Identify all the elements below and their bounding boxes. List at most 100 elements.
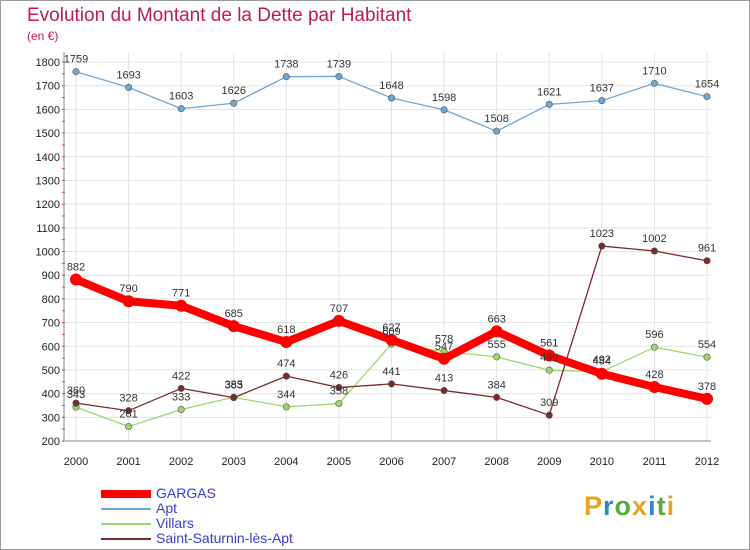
data-label: 618 [277,324,295,336]
y-tick-label: 1100 [36,223,60,235]
data-label: 707 [330,303,348,315]
data-point [332,314,345,327]
data-point [70,273,82,286]
data-label: 422 [172,370,190,382]
data-point [282,73,290,81]
y-tick-label: 1600 [36,104,60,116]
data-label: 1759 [64,54,88,66]
logo-letter: t [656,491,667,521]
y-tick-label: 600 [42,341,60,353]
y-tick-label: 1000 [36,247,60,259]
data-label: 360 [67,385,85,397]
data-label: 1603 [169,91,193,103]
data-point [490,325,503,338]
data-label: 882 [67,261,85,273]
data-label: 578 [435,333,453,345]
y-tick-label: 1800 [36,57,60,69]
data-point [440,387,448,395]
data-label: 1637 [590,83,614,95]
logo-letter: r [603,491,615,521]
data-point [387,94,395,102]
x-tick-label: 2009 [537,456,561,468]
x-tick-label: 2007 [432,456,456,468]
data-label: 1002 [642,233,666,245]
logo-letter: i [648,491,657,521]
data-point [122,295,135,308]
data-point [177,105,185,113]
data-point [282,403,290,411]
data-point [493,393,501,401]
x-tick-label: 2003 [222,456,246,468]
data-point [595,367,608,380]
data-label: 627 [382,322,400,334]
y-tick-label: 1500 [36,128,60,140]
plot-area [64,52,711,441]
data-point [387,380,395,388]
data-point [545,411,553,419]
data-point [72,399,80,407]
data-label: 663 [487,313,505,325]
data-point [493,127,501,135]
legend-swatch [101,508,151,510]
data-point [701,392,713,405]
data-point [598,97,606,105]
data-point [543,349,556,362]
data-label: 1710 [642,65,666,77]
data-label: 771 [172,288,190,300]
data-label: 328 [119,393,137,405]
legend-swatch [101,538,151,540]
data-point [125,423,133,431]
data-label: 441 [382,366,400,378]
data-point [335,383,343,391]
data-label: 261 [119,409,137,421]
data-label: 685 [225,308,243,320]
data-point [282,372,290,380]
data-label: 1598 [432,92,456,104]
data-point [72,68,80,76]
data-point [650,343,658,351]
data-label: 426 [330,369,348,381]
data-label: 1648 [379,80,403,92]
data-label: 1023 [590,228,614,240]
data-point [125,407,133,415]
data-label: 790 [119,283,137,295]
legend-label: Apt [156,500,178,516]
data-point [703,353,711,361]
logo-letter: o [614,491,633,521]
y-tick-label: 200 [42,436,60,448]
x-tick-label: 2006 [379,456,403,468]
legend-label: GARGAS [156,485,216,501]
data-label: 378 [698,381,716,393]
data-label: 1739 [327,58,351,70]
data-label: 1621 [537,86,561,98]
data-label: 555 [487,339,505,351]
data-label: 596 [645,329,663,341]
data-label: 492 [593,354,611,366]
data-label: 1654 [695,79,719,91]
data-point [703,93,711,101]
x-tick-label: 2010 [590,456,614,468]
legend-label: Villars [156,515,194,531]
y-tick-label: 1200 [36,199,60,211]
data-label: 358 [330,386,348,398]
data-label: 333 [172,391,190,403]
data-label: 384 [487,379,505,391]
data-label: 385 [225,379,243,391]
data-label: 413 [435,373,453,385]
data-label: 609 [382,326,400,338]
data-label: 309 [540,397,558,409]
data-label: 428 [645,369,663,381]
data-label: 554 [698,339,716,351]
x-tick-label: 2002 [169,456,193,468]
data-point [335,72,343,80]
y-tick-label: 800 [42,294,60,306]
data-point [493,353,501,361]
data-label: 1508 [484,113,508,125]
y-tick-label: 500 [42,365,60,377]
chart-title: Evolution du Montant de la Dette par Hab… [27,5,412,26]
y-tick-label: 1300 [36,175,60,187]
data-point [440,106,448,114]
data-point [175,299,188,312]
logo-letter: P [584,491,604,521]
